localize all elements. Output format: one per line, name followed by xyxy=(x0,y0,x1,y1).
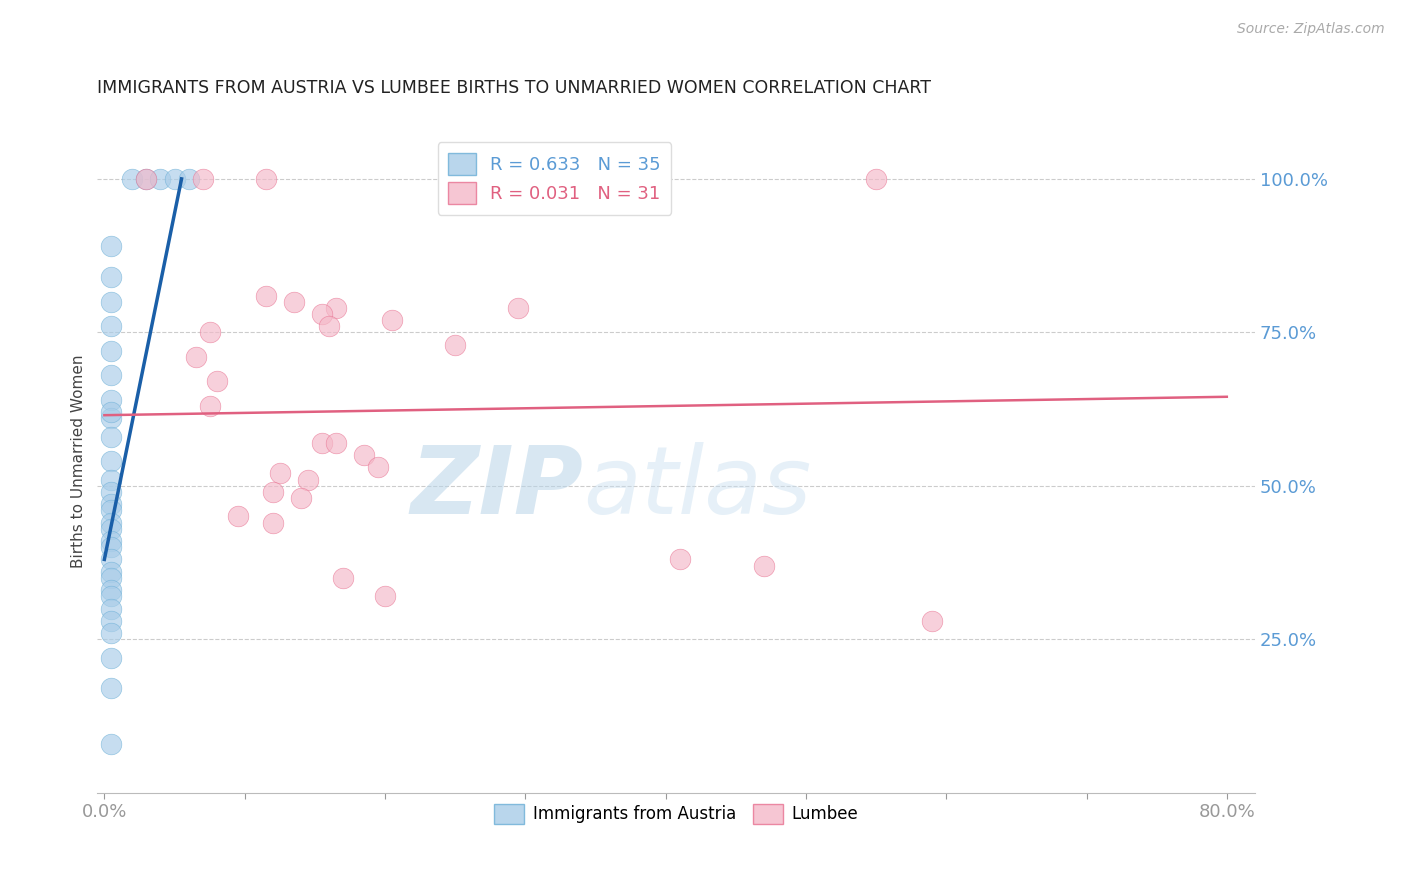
Point xyxy=(100,650,122,665)
Point xyxy=(149,172,172,186)
Y-axis label: Births to Unmarried Women: Births to Unmarried Women xyxy=(72,354,86,568)
Point xyxy=(100,411,122,425)
Point xyxy=(100,294,122,309)
Point xyxy=(262,516,284,530)
Point xyxy=(921,614,943,628)
Point xyxy=(262,484,284,499)
Point xyxy=(121,172,143,186)
Point xyxy=(353,448,375,462)
Point xyxy=(177,172,200,186)
Point xyxy=(191,172,214,186)
Point xyxy=(100,737,122,751)
Point xyxy=(100,405,122,419)
Point xyxy=(283,294,305,309)
Point xyxy=(752,558,775,573)
Point xyxy=(100,583,122,598)
Point xyxy=(100,343,122,358)
Text: ZIP: ZIP xyxy=(411,442,583,533)
Point xyxy=(100,430,122,444)
Point xyxy=(184,350,207,364)
Point xyxy=(318,319,340,334)
Point xyxy=(508,301,530,315)
Point xyxy=(100,270,122,285)
Point xyxy=(254,172,277,186)
Point xyxy=(100,497,122,511)
Text: atlas: atlas xyxy=(583,442,811,533)
Point xyxy=(290,491,312,505)
Point xyxy=(444,337,467,351)
Point xyxy=(100,392,122,407)
Point xyxy=(100,516,122,530)
Point xyxy=(100,540,122,554)
Point xyxy=(668,552,690,566)
Point xyxy=(269,467,291,481)
Point xyxy=(367,460,389,475)
Point xyxy=(163,172,186,186)
Point xyxy=(332,571,354,585)
Point xyxy=(100,601,122,615)
Point xyxy=(297,473,319,487)
Point xyxy=(100,571,122,585)
Text: IMMIGRANTS FROM AUSTRIA VS LUMBEE BIRTHS TO UNMARRIED WOMEN CORRELATION CHART: IMMIGRANTS FROM AUSTRIA VS LUMBEE BIRTHS… xyxy=(97,78,931,96)
Point xyxy=(135,172,157,186)
Point xyxy=(135,172,157,186)
Point xyxy=(100,534,122,549)
Point xyxy=(100,589,122,603)
Point xyxy=(374,589,396,603)
Point xyxy=(325,435,347,450)
Point xyxy=(100,319,122,334)
Point xyxy=(100,565,122,579)
Point xyxy=(100,681,122,696)
Point xyxy=(311,435,333,450)
Point xyxy=(325,301,347,315)
Point xyxy=(100,522,122,536)
Point xyxy=(254,288,277,302)
Point xyxy=(226,509,249,524)
Point xyxy=(100,484,122,499)
Point xyxy=(865,172,887,186)
Point xyxy=(100,552,122,566)
Text: Source: ZipAtlas.com: Source: ZipAtlas.com xyxy=(1237,22,1385,37)
Point xyxy=(100,368,122,383)
Point xyxy=(100,503,122,517)
Point xyxy=(100,239,122,253)
Point xyxy=(100,473,122,487)
Point xyxy=(381,313,404,327)
Legend: Immigrants from Austria, Lumbee: Immigrants from Austria, Lumbee xyxy=(488,797,865,830)
Point xyxy=(100,626,122,640)
Point xyxy=(100,454,122,468)
Point xyxy=(198,399,221,413)
Point xyxy=(205,375,228,389)
Point xyxy=(311,307,333,321)
Point xyxy=(198,326,221,340)
Point xyxy=(100,614,122,628)
